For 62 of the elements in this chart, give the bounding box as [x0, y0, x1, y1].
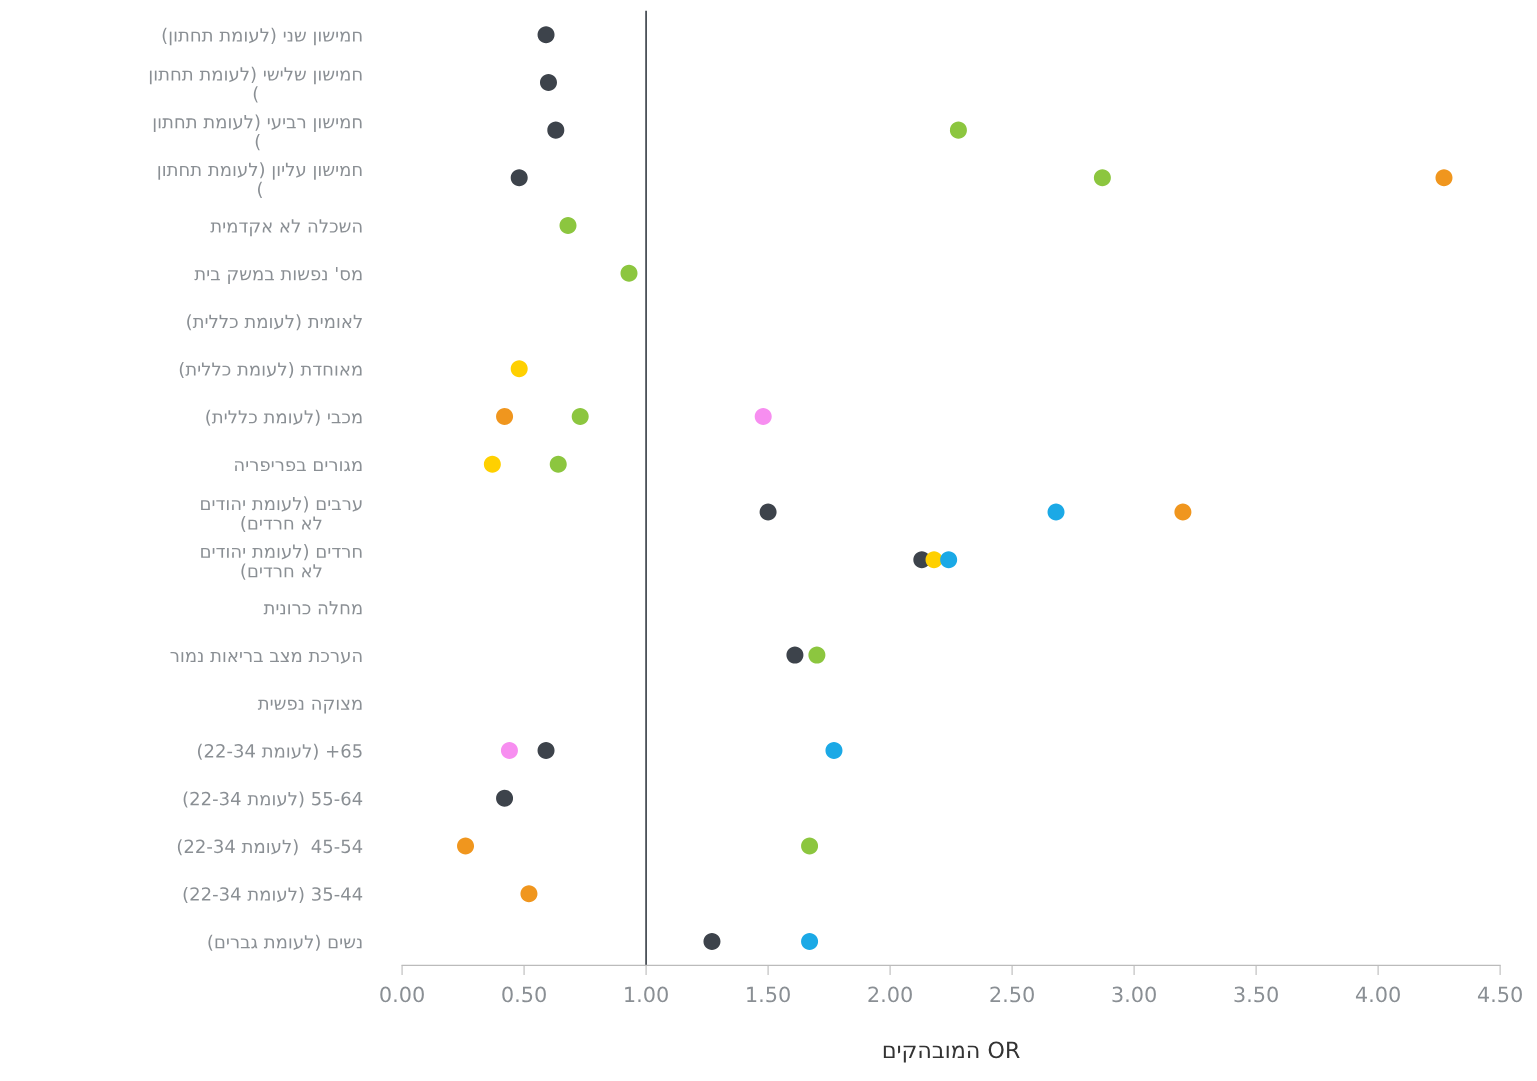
point	[1047, 503, 1065, 521]
x-tick-label: 4.50	[1477, 986, 1522, 1003]
y-tick-label: תישפנ הקוצמ	[257, 699, 362, 714]
y-tick-label: (םירבג תמועל) םישנ	[208, 934, 362, 951]
y-tick-label: ןותחת תמועל) ןוילע ןושימח (	[158, 162, 362, 198]
y-tick-label: (22-34 תמועל) 55-64	[183, 791, 363, 808]
point	[801, 837, 819, 855]
point	[537, 26, 555, 44]
y-tick-label: (22-34 תמועל) 35-44	[183, 886, 363, 903]
point	[759, 503, 777, 521]
x-tick-label: 3.00	[1112, 986, 1156, 1003]
point	[496, 789, 514, 807]
y-tick-label: (תיללכ תמועל) יבכמ	[206, 409, 362, 426]
point	[571, 407, 589, 425]
y-tick-label: רומנ תואירב בצמ תכרעה	[170, 651, 362, 664]
y-tick-label: ןותחת תמועל) ישילש ןושימח (	[149, 66, 362, 103]
point	[1174, 503, 1192, 521]
y-tick-label: םידוהי תמועל) םיברע (םידרח אל	[201, 496, 362, 532]
point	[925, 551, 943, 569]
x-tick-label: 0.50	[502, 986, 546, 1003]
point	[620, 264, 638, 282]
point	[808, 646, 826, 664]
point	[457, 837, 475, 855]
point	[520, 885, 538, 903]
point	[537, 742, 555, 760]
y-tick-label: הירפירפב םירוגמ	[235, 461, 362, 472]
y-tick-label: (תיללכ תמועל) תדחואמ	[179, 361, 362, 378]
point	[1435, 169, 1453, 187]
y-tick-label: (22-34 תמועל) 45-54	[177, 839, 363, 856]
point	[547, 121, 565, 139]
point	[496, 407, 514, 425]
point	[483, 455, 501, 473]
point	[949, 121, 967, 139]
y-tick-label: (ןותחת תמועל) ינש ןושימח	[162, 27, 362, 46]
y-tick-label: ןותחת תמועל) יעיבר ןושימח (	[153, 114, 362, 151]
point	[801, 932, 819, 950]
x-axis-title: םיקהבומה OR	[883, 1041, 1020, 1063]
point	[510, 169, 528, 187]
point	[500, 742, 518, 760]
y-tick-label: תימדקא אל הלכשה	[210, 219, 362, 237]
point	[786, 646, 804, 664]
point	[703, 932, 721, 950]
x-tick-label: 0.00	[380, 986, 424, 1003]
point	[754, 407, 772, 425]
y-tick-label: (22-34 תמועל) +65	[197, 743, 362, 760]
x-tick-label: 2.50	[990, 986, 1034, 1003]
point	[559, 217, 577, 235]
point	[825, 742, 843, 760]
x-tick-label: 4.00	[1355, 986, 1400, 1003]
x-tick-label: 3.50	[1234, 986, 1278, 1003]
y-tick-label: תינורכ הלחמ	[263, 601, 362, 615]
y-tick-label: (תיללכ תמועל) תימואל	[187, 314, 362, 331]
x-tick-label: 1.00	[625, 986, 668, 1003]
y-tick-label: םידוהי תמועל) םידרח (םידרח אל	[201, 544, 362, 580]
point	[539, 73, 557, 91]
point	[1093, 169, 1111, 187]
y-tick-label: תיב קשמב תושפנ 'סמ	[194, 267, 362, 284]
point	[940, 551, 958, 569]
x-tick-label: 2.00	[868, 986, 912, 1003]
point	[510, 360, 528, 378]
x-tick-label: 1.50	[747, 986, 790, 1003]
point	[549, 455, 567, 473]
